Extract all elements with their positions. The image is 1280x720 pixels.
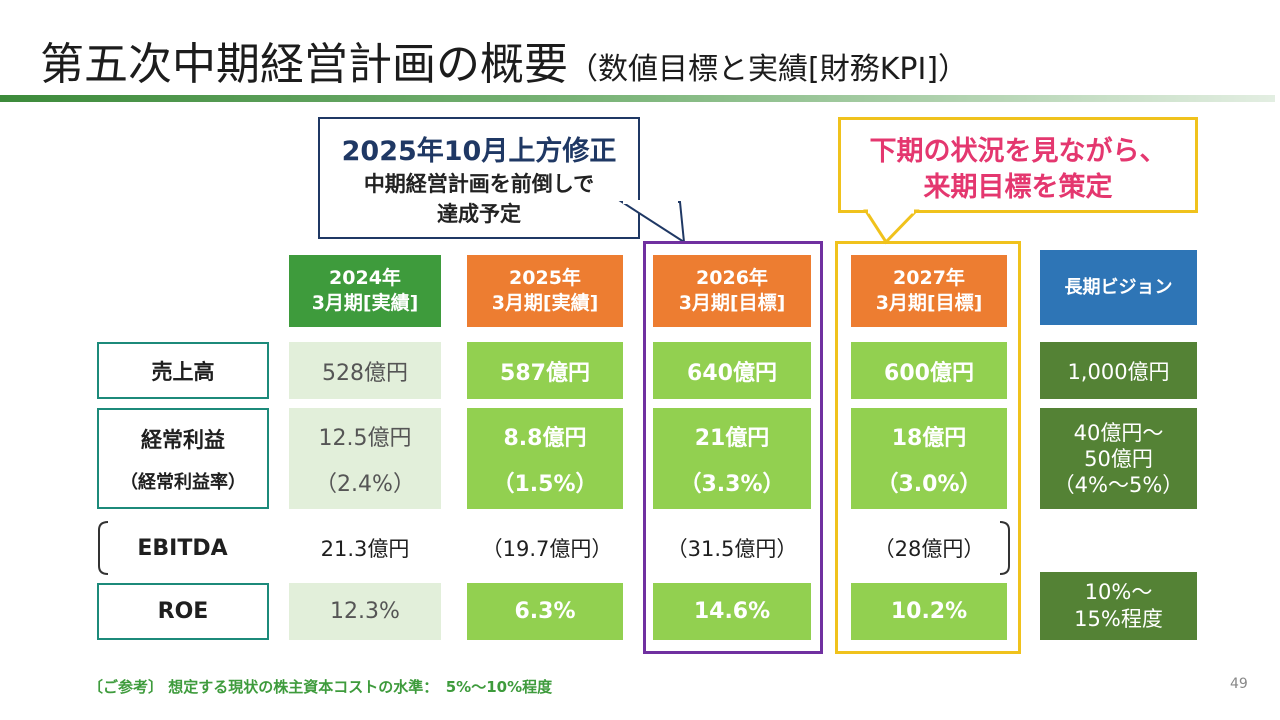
next-period-callout-line1: 下期の状況を見ながら、 xyxy=(869,136,1167,167)
next-period-callout-pointer xyxy=(863,208,920,245)
row-label-ebitda-text: EBITDA xyxy=(137,535,228,561)
ebitda-right-bracket xyxy=(999,521,1010,575)
revision-callout-heading: 2025年10月上方修正 xyxy=(341,136,617,167)
roe-vision: 10%～ 15%程度 xyxy=(1040,572,1197,640)
ordinary-profit-fy2025-rate: （1.5%） xyxy=(492,471,598,497)
revision-callout-pointer xyxy=(618,200,686,244)
next-period-callout-line2: 来期目標を策定 xyxy=(923,172,1113,203)
header-fy2026-year: 2026年 xyxy=(696,267,768,289)
ebitda-fy2025: （19.7億円） xyxy=(481,537,613,561)
ordinary-profit-fy2027-value: 18億円 xyxy=(891,425,967,451)
cost-of-equity-footnote: 〔ご参考〕 想定する現状の株主資本コストの水準： 5%～10%程度 xyxy=(88,678,553,696)
roe-vision-line1: 10%～ xyxy=(1084,580,1153,604)
header-fy2027: 2027年 3月期[目標] xyxy=(851,255,1007,327)
header-fy2026-type: 3月期[目標] xyxy=(678,292,786,314)
ordinary-profit-fy2024-value: 12.5億円 xyxy=(318,425,412,451)
ebitda-fy2027: （28億円） xyxy=(873,537,985,561)
ordinary-profit-fy2026-value: 21億円 xyxy=(694,425,770,451)
ebitda-fy2026: （31.5億円） xyxy=(666,537,798,561)
header-fy2024-type: 3月期[実績] xyxy=(311,292,419,314)
ordinary-profit-fy2027-rate: （3.0%） xyxy=(876,471,982,497)
ordinary-profit-vision-line3: （4%～5%） xyxy=(1053,472,1184,497)
roe-fy2024: 12.3% xyxy=(289,583,441,640)
ordinary-profit-fy2025: 8.8億円 （1.5%） xyxy=(467,408,623,509)
header-fy2026: 2026年 3月期[目標] xyxy=(653,255,811,327)
header-fy2027-type: 3月期[目標] xyxy=(875,292,983,314)
sales-fy2026: 640億円 xyxy=(653,342,811,399)
page-number: 49 xyxy=(1230,676,1248,692)
roe-fy2026: 14.6% xyxy=(653,583,811,640)
sales-fy2024: 528億円 xyxy=(289,342,441,399)
row-label-ordinary-profit-rate: （経常利益率） xyxy=(120,471,246,493)
sales-fy2025: 587億円 xyxy=(467,342,623,399)
ordinary-profit-fy2027: 18億円 （3.0%） xyxy=(851,408,1007,509)
revision-callout-line2: 中期経営計画を前倒しで xyxy=(363,172,595,196)
header-fy2027-year: 2027年 xyxy=(893,267,965,289)
header-fy2025-year: 2025年 xyxy=(509,267,581,289)
sales-fy2027: 600億円 xyxy=(851,342,1007,399)
row-label-sales: 売上高 xyxy=(97,342,269,399)
ordinary-profit-vision-line1: 40億円～ xyxy=(1073,420,1164,445)
row-label-ordinary-profit: 経常利益 （経常利益率） xyxy=(97,408,269,509)
ordinary-profit-fy2024-rate: （2.4%） xyxy=(315,471,415,497)
header-fy2025: 2025年 3月期[実績] xyxy=(467,255,623,327)
header-fy2024-year: 2024年 xyxy=(329,267,401,289)
ordinary-profit-vision-line2: 50億円 xyxy=(1084,446,1153,471)
header-long-term-vision: 長期ビジョン xyxy=(1040,250,1197,325)
next-period-callout: 下期の状況を見ながら、 来期目標を策定 xyxy=(838,117,1198,213)
row-label-ordinary-profit-text: 経常利益 xyxy=(141,427,225,452)
row-label-roe-text: ROE xyxy=(157,599,209,624)
fy2027-highlight-frame xyxy=(835,241,1021,654)
sales-vision: 1,000億円 xyxy=(1040,342,1197,399)
ordinary-profit-fy2026: 21億円 （3.3%） xyxy=(653,408,811,509)
roe-fy2025: 6.3% xyxy=(467,583,623,640)
roe-fy2027: 10.2% xyxy=(851,583,1007,640)
header-fy2025-type: 3月期[実績] xyxy=(491,292,599,314)
page-title: 第五次中期経営計画の概要（数値目標と実績[財務KPI]） xyxy=(40,28,968,90)
roe-vision-line2: 15%程度 xyxy=(1074,607,1163,631)
header-fy2024: 2024年 3月期[実績] xyxy=(289,255,441,327)
ebitda-left-bracket xyxy=(98,521,109,575)
row-label-sales-text: 売上高 xyxy=(151,359,215,384)
ebitda-fy2024: 21.3億円 xyxy=(320,537,410,561)
title-main: 第五次中期経営計画の概要 xyxy=(40,39,568,90)
fy2026-highlight-frame xyxy=(643,241,823,654)
revision-callout: 2025年10月上方修正 中期経営計画を前倒しで 達成予定 xyxy=(318,117,640,239)
revision-callout-line3: 達成予定 xyxy=(437,202,521,226)
row-label-ebitda: EBITDA xyxy=(110,520,255,576)
row-label-roe: ROE xyxy=(97,583,269,640)
title-sub: （数値目標と実績[財務KPI]） xyxy=(568,52,969,87)
header-vision-label: 長期ビジョン xyxy=(1064,277,1173,298)
ordinary-profit-fy2024: 12.5億円 （2.4%） xyxy=(289,408,441,509)
ordinary-profit-fy2025-value: 8.8億円 xyxy=(503,425,587,451)
title-underline xyxy=(0,95,1275,102)
ordinary-profit-vision: 40億円～ 50億円 （4%～5%） xyxy=(1040,408,1197,509)
ordinary-profit-fy2026-rate: （3.3%） xyxy=(679,471,785,497)
